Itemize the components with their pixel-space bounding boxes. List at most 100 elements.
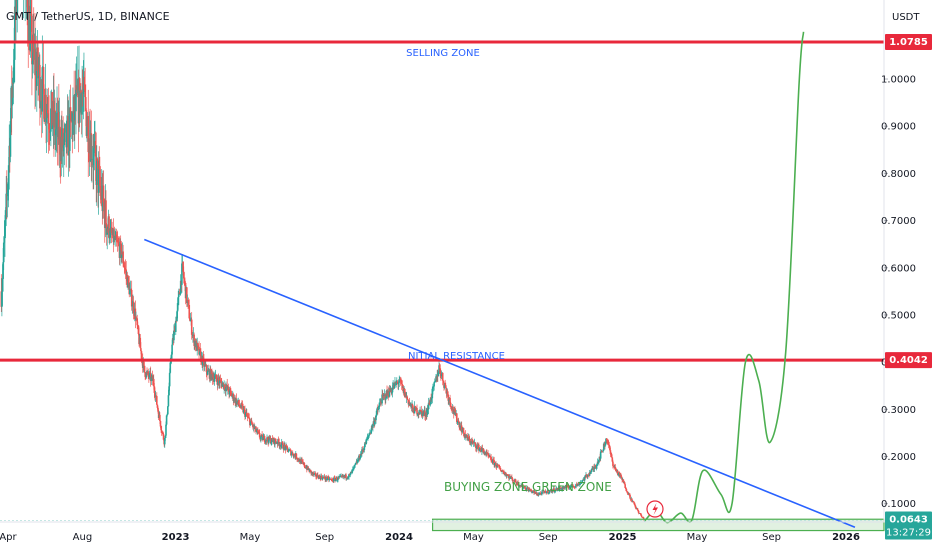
candle xyxy=(110,218,113,244)
candle-body xyxy=(345,474,347,479)
candle-body xyxy=(120,243,123,258)
candle-body xyxy=(478,448,481,451)
candle-body xyxy=(94,141,97,157)
candle xyxy=(419,406,421,415)
candle-body xyxy=(548,491,551,493)
resistance-price-badge: 0.4042 xyxy=(885,352,932,369)
candle-body xyxy=(360,453,363,455)
x-tick-label: May xyxy=(687,532,708,543)
candle xyxy=(325,475,328,482)
candle xyxy=(620,472,622,478)
candle-body xyxy=(196,343,199,351)
candle-body xyxy=(430,398,433,401)
candle xyxy=(54,97,56,151)
candle-body xyxy=(189,320,192,322)
candle-body xyxy=(36,70,38,87)
descending-trend-line[interactable] xyxy=(144,238,856,528)
candle xyxy=(253,422,255,433)
candle xyxy=(37,56,40,96)
candle-body xyxy=(121,254,123,258)
candle-body xyxy=(62,145,65,152)
candle xyxy=(75,63,77,135)
candle xyxy=(624,483,626,489)
candle-body xyxy=(309,469,312,471)
candle-body xyxy=(626,491,628,493)
candle-body xyxy=(554,490,557,492)
candle-body xyxy=(444,385,447,389)
candle-body xyxy=(321,477,324,480)
candle xyxy=(96,145,98,206)
candle xyxy=(427,397,430,415)
candle-body xyxy=(436,374,439,381)
candle-body xyxy=(250,420,253,424)
candle xyxy=(46,88,49,143)
candle xyxy=(426,404,429,418)
buying-zone-box[interactable] xyxy=(431,518,885,532)
candle-body xyxy=(365,439,367,445)
candle-body xyxy=(187,300,189,302)
candle-body xyxy=(353,464,356,467)
candle xyxy=(569,485,572,489)
candle-body xyxy=(388,388,391,397)
candle xyxy=(285,442,287,451)
candle-body xyxy=(176,303,179,312)
candle-body xyxy=(443,384,446,388)
lightning-bolt-icon[interactable] xyxy=(646,500,664,518)
candle-body xyxy=(301,460,303,461)
candle-body xyxy=(391,392,393,394)
candle xyxy=(554,489,557,493)
candle xyxy=(179,274,182,296)
candle-body xyxy=(117,242,120,244)
candle-body xyxy=(621,478,623,481)
candle-body xyxy=(246,412,248,416)
candle xyxy=(176,310,178,322)
candle-body xyxy=(465,436,467,438)
candle-body xyxy=(432,386,434,389)
candle-body xyxy=(122,262,125,266)
candle-body xyxy=(83,76,86,90)
candle-body xyxy=(584,476,587,478)
candle xyxy=(59,119,61,178)
candle-body xyxy=(199,349,202,352)
candle-body xyxy=(241,405,244,407)
candle-body xyxy=(357,460,360,461)
candle-body xyxy=(302,461,304,464)
candle-body xyxy=(264,440,267,443)
candle xyxy=(250,417,253,424)
candle-body xyxy=(178,292,181,295)
candle-body xyxy=(7,165,10,183)
candle-body xyxy=(566,485,569,487)
candle-body xyxy=(162,432,164,435)
candle-body xyxy=(271,438,273,443)
candle-body xyxy=(498,465,500,468)
candle-body xyxy=(229,389,232,391)
candle-body xyxy=(151,375,154,381)
candle-body xyxy=(154,392,156,397)
candle-body xyxy=(31,15,33,65)
candle-body xyxy=(181,263,183,285)
candle xyxy=(418,412,420,418)
candle-body xyxy=(5,193,7,211)
candle-body xyxy=(504,473,507,475)
candle-body xyxy=(622,479,625,483)
candle-body xyxy=(210,370,213,380)
candle-body xyxy=(502,471,505,472)
candle xyxy=(114,228,116,247)
projection-path[interactable] xyxy=(644,31,805,524)
candle xyxy=(188,299,191,320)
y-tick-label: 0.6000 xyxy=(881,263,916,274)
candle xyxy=(181,254,183,293)
candle-body xyxy=(123,265,126,268)
candle-body xyxy=(247,417,250,418)
candle-body xyxy=(331,479,334,482)
candle xyxy=(474,443,477,452)
candle-body xyxy=(295,453,298,459)
candle xyxy=(16,0,19,33)
candle-body xyxy=(217,377,220,381)
candle-body xyxy=(275,441,277,444)
candle-body xyxy=(595,466,598,469)
candle-body xyxy=(568,487,571,489)
candle-body xyxy=(428,402,431,405)
candle xyxy=(358,454,361,462)
